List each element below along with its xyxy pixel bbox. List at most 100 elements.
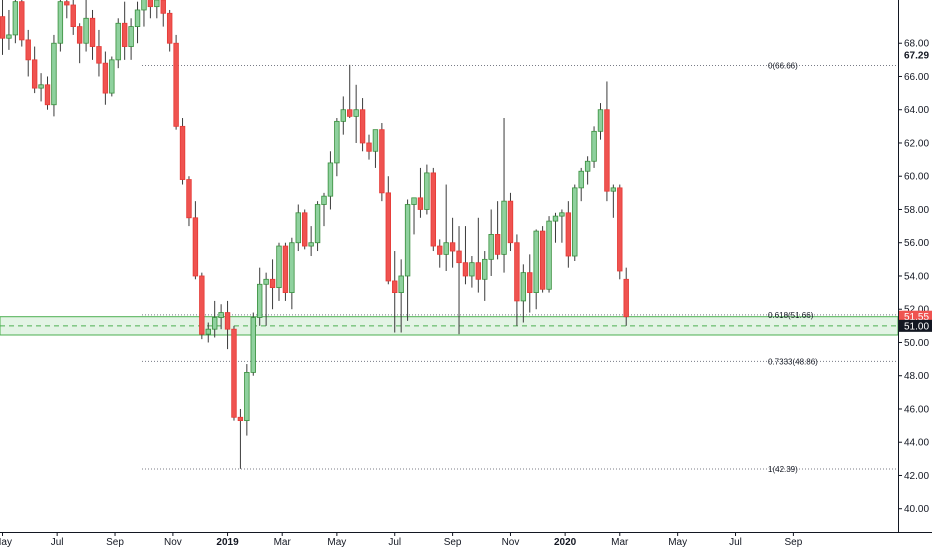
candle-body [302, 212, 308, 247]
candle [134, 1, 141, 44]
candle-body [166, 12, 173, 44]
candle [31, 46, 38, 94]
fib-level-label: 0.7333(48.86) [768, 357, 818, 366]
candle-body [552, 215, 559, 222]
candle-body [507, 200, 514, 244]
y-tick-label: 58.00 [904, 205, 929, 216]
candle-body [417, 197, 424, 210]
candle [282, 242, 289, 301]
candle [334, 118, 340, 177]
candle [218, 304, 224, 330]
candle [482, 251, 488, 301]
candle [308, 226, 314, 257]
candle [102, 51, 109, 105]
candle [128, 18, 134, 60]
candle-body [366, 142, 372, 152]
candle [166, 9, 173, 52]
last-price-label: 51.55 [904, 312, 929, 323]
candle-body [38, 84, 44, 89]
candle [199, 272, 205, 340]
candle [295, 204, 301, 252]
candle [327, 151, 334, 210]
y-tick-label: 48.00 [904, 371, 929, 382]
y-tick-label: 68.00 [904, 39, 929, 50]
candle [559, 209, 565, 243]
candle-body [211, 317, 218, 330]
candle-body [527, 272, 533, 293]
candle [533, 229, 539, 310]
candle [617, 184, 623, 280]
candle [25, 29, 31, 77]
candle-body [179, 125, 186, 180]
candle-body [514, 242, 520, 302]
candle-body [546, 220, 552, 290]
candle [539, 226, 546, 293]
candle [424, 164, 430, 215]
candle-body [147, 0, 154, 8]
candle-body [115, 22, 121, 61]
candle-body [347, 109, 353, 117]
candle [597, 103, 604, 140]
candle-body [276, 245, 282, 289]
candle-body [604, 109, 610, 192]
candle-body [617, 187, 623, 272]
candle [44, 76, 51, 110]
x-tick-label: 2019 [216, 537, 239, 548]
candle-body [359, 109, 366, 144]
candle [250, 312, 256, 376]
candle-body [64, 1, 70, 6]
candle [70, 0, 76, 35]
y-tick-label: 40.00 [904, 504, 929, 515]
candle [565, 201, 572, 268]
candle [359, 98, 366, 152]
x-tick-label: May [668, 537, 687, 548]
candle [443, 184, 449, 271]
candle-body [411, 197, 417, 205]
y-tick-label: 42.00 [904, 471, 929, 482]
candle-body [482, 258, 488, 280]
x-tick-label: Nov [502, 537, 520, 548]
candle-body [224, 312, 231, 330]
candles [0, 0, 629, 469]
candle [417, 167, 424, 218]
candle-body [12, 1, 19, 36]
candle-body [173, 42, 179, 127]
candle-body [44, 84, 51, 106]
candle-body [154, 0, 160, 8]
candle [76, 23, 83, 64]
candle [160, 0, 166, 27]
candle [604, 81, 610, 202]
candle-body [379, 129, 385, 194]
candle-body [572, 187, 578, 257]
candle-body [51, 42, 57, 106]
candle-body [494, 234, 501, 255]
candle [456, 226, 462, 335]
candle-body [295, 212, 301, 244]
candle [154, 0, 160, 19]
candle [449, 217, 456, 268]
candle-body [244, 371, 250, 422]
candle [256, 267, 263, 326]
candle-body [443, 242, 449, 255]
candle-body [353, 109, 359, 117]
candle-body [218, 312, 224, 318]
candle [494, 201, 501, 260]
candle-body [269, 278, 276, 289]
candle [0, 0, 6, 55]
y-tick-label-current: 67.29 [904, 51, 929, 62]
x-tick-label: Sep [784, 537, 802, 548]
candle [38, 73, 44, 102]
candle [372, 129, 379, 168]
candle-body [96, 46, 102, 64]
x-tick-label: Jul [388, 537, 401, 548]
candle [353, 84, 359, 143]
y-tick-label: 66.00 [904, 72, 929, 83]
candle [572, 184, 578, 262]
candle-body [57, 1, 64, 44]
candle [584, 156, 591, 185]
candle-body [83, 17, 89, 44]
candle-body [578, 170, 584, 189]
